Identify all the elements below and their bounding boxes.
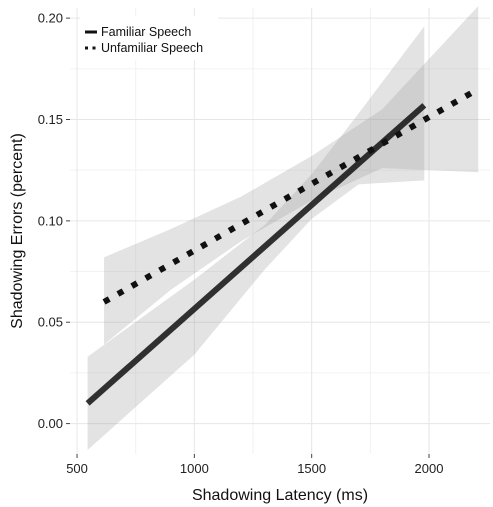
x-tick-label: 500 [66, 461, 88, 476]
grid [70, 8, 490, 454]
x-tick-label: 2000 [415, 461, 444, 476]
y-tick-label: 0.10 [38, 213, 63, 228]
y-axis-ticks: 0.00 0.05 0.10 0.15 0.20 [38, 11, 70, 431]
x-axis-label: Shadowing Latency (ms) [192, 487, 368, 504]
x-tick-label: 1000 [180, 461, 209, 476]
x-axis-ticks: 500 1000 1500 2000 [66, 454, 443, 476]
confidence-ribbon-familiar [87, 26, 425, 450]
y-tick-label: 0.00 [38, 416, 63, 431]
confidence-ribbon-unfamiliar [104, 5, 479, 345]
y-tick-label: 0.15 [38, 112, 63, 127]
series-line-familiar [85, 103, 427, 406]
y-tick-label: 0.20 [38, 11, 63, 26]
y-tick-label: 0.05 [38, 315, 63, 330]
y-axis-label: Shadowing Errors (percent) [9, 133, 26, 329]
legend-box [80, 16, 218, 60]
legend: Familiar Speech Unfamiliar Speech [80, 16, 218, 60]
confidence-ribbons [87, 5, 479, 450]
plot-area [70, 5, 490, 454]
legend-label-unfamiliar-speech: Unfamiliar Speech [101, 41, 203, 55]
x-tick-label: 1500 [297, 461, 326, 476]
series-lines [85, 86, 480, 406]
legend-label-familiar-speech: Familiar Speech [101, 25, 191, 39]
